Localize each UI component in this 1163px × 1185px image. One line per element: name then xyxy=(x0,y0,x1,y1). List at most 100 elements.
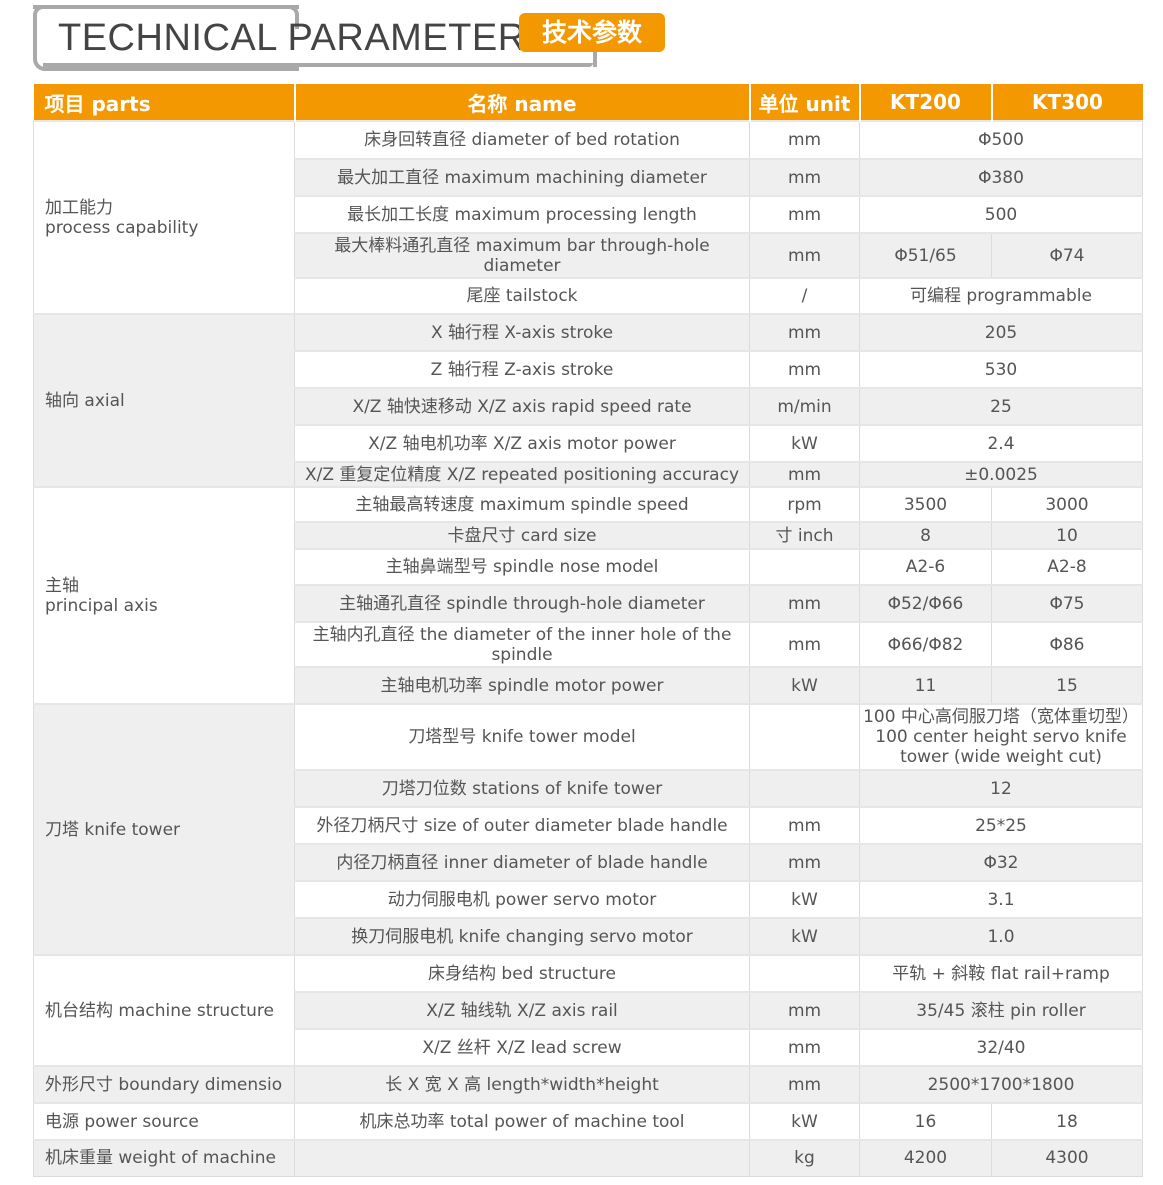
param-unit: mm xyxy=(749,350,860,389)
param-unit: 寸 inch xyxy=(749,521,860,550)
param-unit: rpm xyxy=(749,486,860,523)
param-name: 主轴最高转速度 maximum spindle speed xyxy=(294,486,750,523)
param-value-kt200: 11 xyxy=(859,666,992,705)
title-frame-right xyxy=(588,45,597,67)
param-name: 刀塔型号 knife tower model xyxy=(294,703,750,771)
table-row: 外形尺寸 boundary dimensio 长 X 宽 X 高 length*w… xyxy=(33,1065,1143,1104)
table-row: 卡盘尺寸 card size 寸 inch 8 10 xyxy=(34,521,1143,550)
param-name: 机床总功率 total power of machine tool xyxy=(294,1102,750,1141)
group-label: 电源 power source xyxy=(33,1102,295,1141)
param-name: 最长加工长度 maximum processing length xyxy=(294,195,750,234)
param-name: 最大棒料通孔直径 maximum bar through-hole diamet… xyxy=(294,232,750,279)
param-value-kt300: 3000 xyxy=(991,486,1143,523)
param-unit: kW xyxy=(749,424,860,463)
param-value: 可编程 programmable xyxy=(859,277,1143,315)
param-unit: mm xyxy=(749,461,860,488)
section-title: TECHNICAL PARAMETERS xyxy=(33,5,597,71)
param-name xyxy=(294,1139,750,1177)
param-name: 床身回转直径 diameter of bed rotation xyxy=(294,120,750,160)
param-value: 2.4 xyxy=(859,424,1143,463)
param-value-kt300: 15 xyxy=(991,666,1143,705)
param-value: 100 中心高伺服刀塔（宽体重切型）100 center height serv… xyxy=(859,703,1143,771)
group-label: 机台结构 machine structure xyxy=(33,954,295,1067)
param-value-kt300: 10 xyxy=(991,521,1143,550)
table-row: 动力伺服电机 power servo motor kW 3.1 xyxy=(34,880,1143,919)
param-name: 主轴通孔直径 spindle through-hole diameter xyxy=(294,584,750,623)
table-row: 换刀伺服电机 knife changing servo motor kW 1.0 xyxy=(34,917,1143,956)
param-value: 530 xyxy=(859,350,1143,389)
param-name: 最大加工直径 maximum machining diameter xyxy=(294,158,750,197)
param-value-kt200: 3500 xyxy=(859,486,992,523)
param-unit xyxy=(749,703,860,771)
param-unit: kW xyxy=(749,666,860,705)
param-name: X/Z 轴快速移动 X/Z axis rapid speed rate xyxy=(294,387,750,426)
table-row: 最大加工直径 maximum machining diameter mm Φ380 xyxy=(34,158,1143,197)
table-row: 主轴电机功率 spindle motor power kW 11 15 xyxy=(34,666,1143,705)
table-row: 机床重量 weight of machine kg 4200 4300 xyxy=(33,1139,1143,1177)
param-name: 床身结构 bed structure xyxy=(294,954,750,993)
param-unit: mm xyxy=(749,843,860,882)
param-value: 12 xyxy=(859,769,1143,808)
title-text: TECHNICAL PARAMETERS xyxy=(58,17,552,59)
param-unit xyxy=(749,769,860,808)
param-unit: mm xyxy=(749,584,860,623)
table-row: X/Z 轴电机功率 X/Z axis motor power kW 2.4 xyxy=(34,424,1143,463)
param-unit: mm xyxy=(749,621,860,668)
title-frame-bottom xyxy=(43,63,593,67)
group-label: 刀塔 knife tower xyxy=(33,703,295,956)
group-label: 加工能力 process capability xyxy=(33,120,295,315)
param-unit: mm xyxy=(749,806,860,845)
param-value: 25 xyxy=(859,387,1143,426)
param-value-kt300: Φ86 xyxy=(991,621,1143,668)
table-row: 机台结构 machine structure 床身结构 bed structure… xyxy=(33,954,1143,1067)
table-row: 尾座 tailstock / 可编程 programmable xyxy=(34,277,1143,315)
table-header: 项目 parts 名称 name 单位 unit KT200 KT300 xyxy=(33,84,1143,121)
param-unit: / xyxy=(749,277,860,315)
param-name: X 轴行程 X-axis stroke xyxy=(294,313,750,352)
table-row: X/Z 丝杆 X/Z lead screw mm 32/40 xyxy=(34,1028,1143,1067)
table-row: 主轴通孔直径 spindle through-hole diameter mm Φ5… xyxy=(34,584,1143,623)
param-value-kt200: Φ51/65 xyxy=(859,232,992,279)
param-value-kt200: A2-6 xyxy=(859,548,992,586)
table-row: 主轴鼻端型号 spindle nose model A2-6 A2-8 xyxy=(34,548,1143,586)
table-row: X/Z 轴线轨 X/Z axis rail mm 35/45 滚柱 pin roll… xyxy=(34,991,1143,1030)
param-value: Φ380 xyxy=(859,158,1143,197)
param-unit: mm xyxy=(749,195,860,234)
param-value-kt200: 4200 xyxy=(859,1139,992,1177)
param-value-kt300: Φ74 xyxy=(991,232,1143,279)
param-unit: mm xyxy=(749,1065,860,1104)
param-name: X/Z 轴电机功率 X/Z axis motor power xyxy=(294,424,750,463)
param-value: ±0.0025 xyxy=(859,461,1143,488)
header-kt300: KT300 xyxy=(991,84,1143,121)
param-value: 205 xyxy=(859,313,1143,352)
param-name: X/Z 丝杆 X/Z lead screw xyxy=(294,1028,750,1067)
table-row: 内径刀柄直径 inner diameter of blade handle mm Φ… xyxy=(34,843,1143,882)
param-unit: mm xyxy=(749,120,860,160)
param-value-kt200: 16 xyxy=(859,1102,992,1141)
param-value: 35/45 滚柱 pin roller xyxy=(859,991,1143,1030)
param-unit xyxy=(749,954,860,993)
param-name: 刀塔刀位数 stations of knife tower xyxy=(294,769,750,808)
header-unit: 单位 unit xyxy=(749,84,861,121)
param-unit: mm xyxy=(749,1028,860,1067)
param-value: Φ32 xyxy=(859,843,1143,882)
param-value-kt200: Φ66/Φ82 xyxy=(859,621,992,668)
title-frame-top xyxy=(33,5,299,29)
param-value: 3.1 xyxy=(859,880,1143,919)
param-unit xyxy=(749,548,860,586)
param-value-kt200: 8 xyxy=(859,521,992,550)
param-name: 主轴电机功率 spindle motor power xyxy=(294,666,750,705)
param-unit: kg xyxy=(749,1139,860,1177)
group-label: 主轴 principal axis xyxy=(33,486,295,705)
param-value-kt300: A2-8 xyxy=(991,548,1143,586)
table-row: 刀塔刀位数 stations of knife tower 12 xyxy=(34,769,1143,808)
param-name: 外径刀柄尺寸 size of outer diameter blade hand… xyxy=(294,806,750,845)
param-unit: kW xyxy=(749,880,860,919)
table-row: 轴向 axial X 轴行程 X-axis stroke mm 205 xyxy=(33,313,1143,488)
param-name: Z 轴行程 Z-axis stroke xyxy=(294,350,750,389)
param-name: 主轴鼻端型号 spindle nose model xyxy=(294,548,750,586)
param-value: Φ500 xyxy=(859,120,1143,160)
table-row: X/Z 重复定位精度 X/Z repeated positioning accu… xyxy=(34,461,1143,488)
table-row: 刀塔 knife tower 刀塔型号 knife tower model 100 … xyxy=(33,703,1143,956)
param-name: 卡盘尺寸 card size xyxy=(294,521,750,550)
